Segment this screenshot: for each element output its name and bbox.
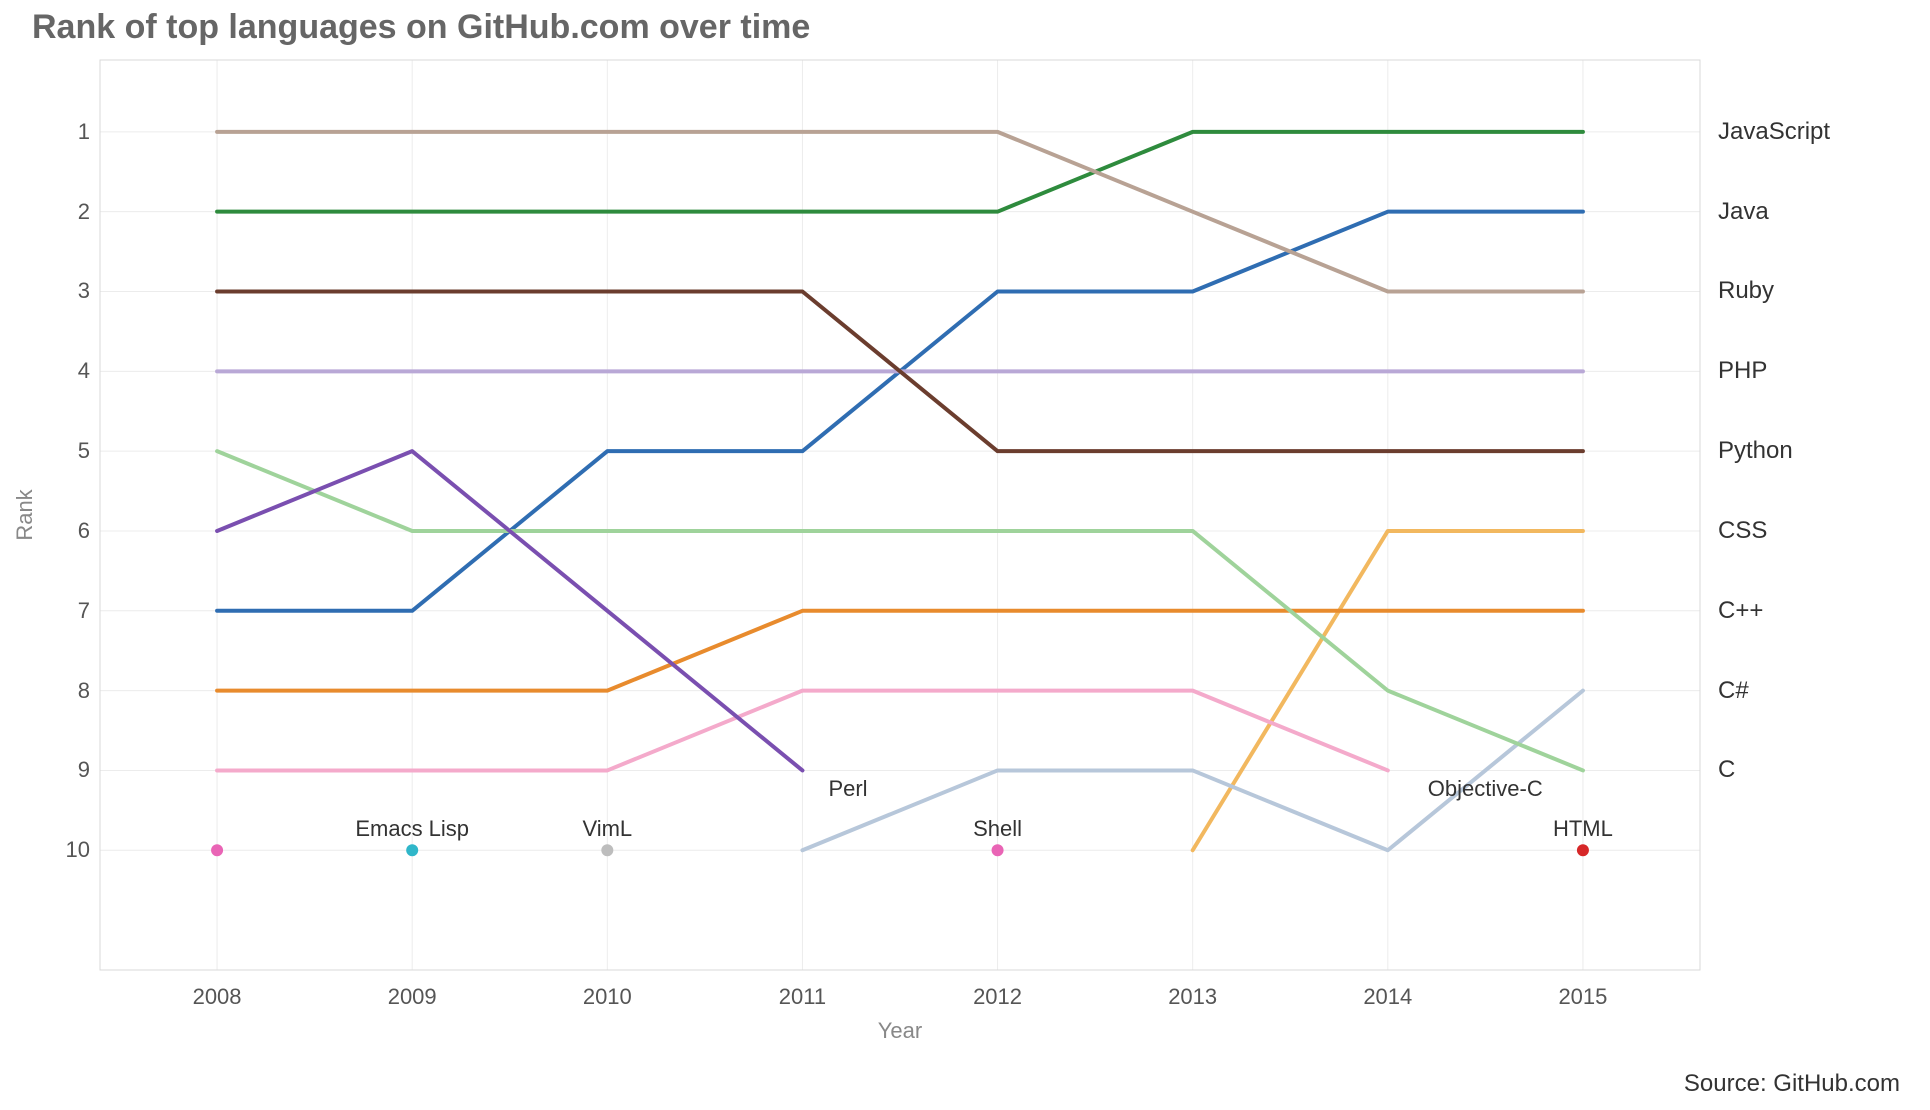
y-tick-label: 4 <box>60 358 90 384</box>
y-axis-label: Rank <box>12 489 38 540</box>
y-tick-label: 7 <box>60 598 90 624</box>
y-tick-label: 1 <box>60 119 90 145</box>
x-tick-label: 2014 <box>1363 984 1412 1010</box>
series-label-ruby: Ruby <box>1718 277 1774 305</box>
y-tick-label: 8 <box>60 678 90 704</box>
point-label-emacs-lisp: Emacs Lisp <box>355 816 469 842</box>
series-label-javascript: JavaScript <box>1718 118 1830 146</box>
series-label-c: C <box>1718 756 1735 784</box>
x-tick-label: 2011 <box>779 984 826 1010</box>
chart-container: Rank of top languages on GitHub.com over… <box>0 0 1930 1110</box>
point-label-html: HTML <box>1553 816 1613 842</box>
point-emacs-lisp <box>406 844 418 856</box>
x-tick-label: 2015 <box>1558 984 1607 1010</box>
point-label-shell: Shell <box>973 816 1022 842</box>
point-viml <box>601 844 613 856</box>
series-label-c-: C# <box>1718 677 1749 705</box>
series-inline-label-objective-c: Objective-C <box>1428 776 1543 802</box>
x-tick-label: 2008 <box>193 984 242 1010</box>
x-tick-label: 2009 <box>388 984 437 1010</box>
y-tick-label: 10 <box>60 837 90 863</box>
series-label-php: PHP <box>1718 357 1767 385</box>
series-label-python: Python <box>1718 437 1793 465</box>
y-tick-label: 6 <box>60 518 90 544</box>
x-tick-label: 2013 <box>1168 984 1217 1010</box>
series-label-c-: C++ <box>1718 597 1763 625</box>
series-label-css: CSS <box>1718 517 1767 545</box>
x-tick-label: 2012 <box>973 984 1022 1010</box>
point-shell <box>992 844 1004 856</box>
y-tick-label: 2 <box>60 199 90 225</box>
point-actionscript <box>211 844 223 856</box>
series-label-java: Java <box>1718 198 1769 226</box>
x-axis-label: Year <box>878 1018 922 1044</box>
y-tick-label: 5 <box>60 438 90 464</box>
source-label: Source: GitHub.com <box>1684 1070 1900 1098</box>
x-tick-label: 2010 <box>583 984 632 1010</box>
chart-svg <box>0 0 1930 1110</box>
point-label-viml: VimL <box>582 816 632 842</box>
point-html <box>1577 844 1589 856</box>
series-inline-label-perl: Perl <box>828 776 867 802</box>
y-tick-label: 3 <box>60 278 90 304</box>
y-tick-label: 9 <box>60 757 90 783</box>
